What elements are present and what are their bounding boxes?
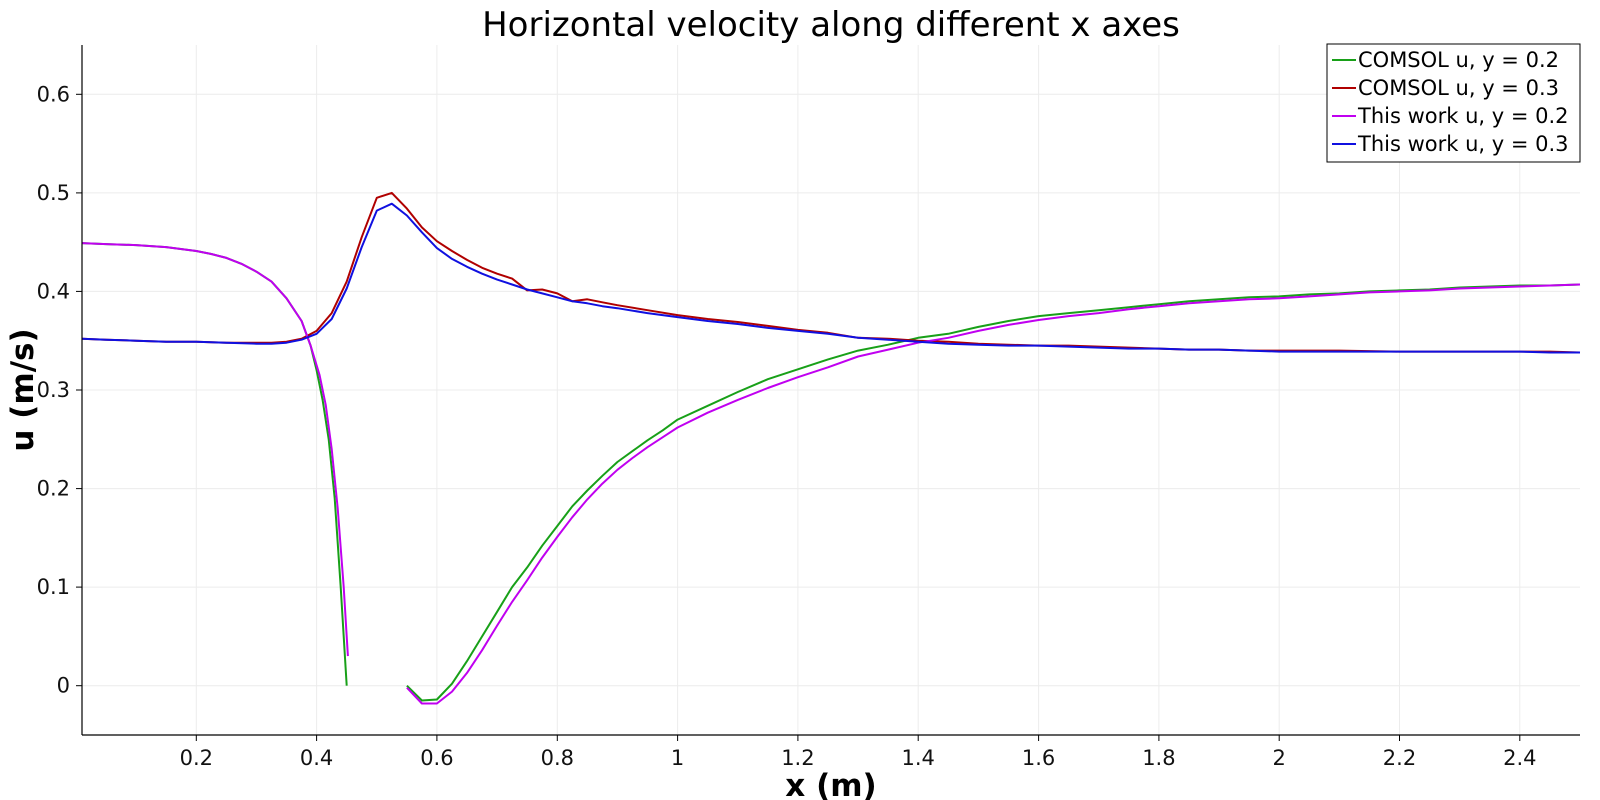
series-line-4-segment-1: [81, 202, 1580, 354]
series-line-3-segment-2: [406, 283, 1581, 705]
y-tick-label: 0.4: [37, 279, 70, 303]
y-tick-label: 0.6: [37, 82, 70, 106]
x-tick-label: 1: [671, 746, 684, 770]
x-ticks: 0.2 0.4 0.6 0.8 1 1.2 1.4 1.6 1.8 2 2.2 2.4: [180, 735, 1537, 770]
series-line-1-segment-1: [81, 242, 348, 686]
legend-label-3: This work u, y = 0.2: [1357, 104, 1569, 128]
series-line-3-segment-1: [81, 242, 349, 657]
y-ticks: 0 0.1 0.2 0.3 0.4 0.5 0.6: [37, 82, 82, 698]
y-tick-label: 0.1: [37, 575, 70, 599]
legend-label-4: This work u, y = 0.3: [1357, 132, 1569, 156]
y-axis-title: u (m/s): [5, 328, 41, 451]
legend: COMSOL u, y = 0.2 COMSOL u, y = 0.3 This w…: [1326, 43, 1581, 163]
y-tick-label: 0.5: [37, 181, 70, 205]
x-tick-label: 2.4: [1503, 746, 1536, 770]
x-tick-label: 0.6: [420, 746, 453, 770]
series-group: [81, 191, 1581, 705]
x-tick-label: 1.2: [781, 746, 814, 770]
x-tick-label: 0.2: [180, 746, 213, 770]
x-axis-title: x (m): [785, 768, 876, 800]
x-tick-label: 1.4: [901, 746, 934, 770]
x-tick-label: 0.8: [541, 746, 574, 770]
series-line-2-segment-1: [81, 191, 1581, 354]
series-line-1-segment-2: [406, 283, 1581, 702]
legend-box: [1326, 43, 1581, 163]
x-tick-label: 2.2: [1383, 746, 1416, 770]
x-tick-label: 2: [1273, 746, 1286, 770]
y-tick-label: 0.3: [37, 378, 70, 402]
y-tick-label: 0.2: [37, 477, 70, 501]
x-tick-label: 0.4: [300, 746, 333, 770]
x-tick-label: 1.8: [1142, 746, 1175, 770]
chart-title: Horizontal velocity along different x ax…: [482, 5, 1180, 45]
y-tick-label: 0: [57, 674, 70, 698]
legend-label-1: COMSOL u, y = 0.2: [1358, 48, 1559, 72]
legend-label-2: COMSOL u, y = 0.3: [1358, 76, 1559, 100]
x-tick-label: 1.6: [1022, 746, 1055, 770]
